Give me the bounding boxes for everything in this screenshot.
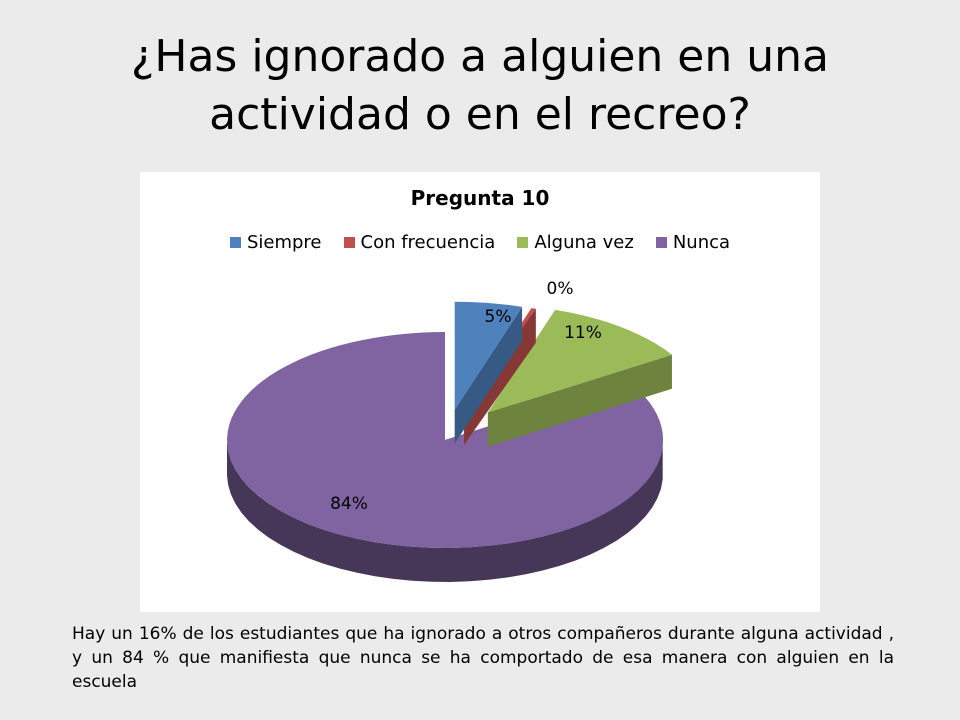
- chart-legend: Siempre Con frecuencia Alguna vez Nunca: [140, 232, 820, 253]
- slide-title: ¿Has ignorado a alguien en una actividad…: [131, 31, 829, 140]
- data-label-siempre: 5%: [485, 307, 512, 327]
- pie-slice-siempre: [454, 301, 523, 444]
- legend-swatch-nunca: [655, 237, 667, 248]
- pie-top-alguna-vez: [487, 309, 672, 413]
- pie-wall-siempre-1: [454, 306, 523, 444]
- data-label-nunca: 84%: [330, 494, 368, 514]
- legend-swatch-con-frecuencia: [343, 237, 355, 248]
- chart-area: Pregunta 10 Siempre Con frecuencia Algun…: [140, 172, 820, 612]
- legend-label-alguna-vez: Alguna vez: [534, 232, 634, 253]
- legend-label-con-frecuencia: Con frecuencia: [360, 232, 496, 253]
- legend-item-con-frecuencia: Con frecuencia: [343, 232, 496, 253]
- data-label-alguna-vez: 11%: [564, 323, 602, 343]
- data-label-con-frecuencia: 0%: [547, 279, 574, 299]
- pie-side-nunca: [227, 441, 663, 582]
- chart-title: Pregunta 10: [410, 186, 550, 210]
- pie-slice-alguna-vez: [487, 309, 672, 447]
- legend-item-siempre: Siempre: [229, 232, 322, 253]
- legend-label-nunca: Nunca: [672, 232, 731, 253]
- legend-item-alguna-vez: Alguna vez: [517, 232, 634, 253]
- legend-item-nunca: Nunca: [655, 232, 731, 253]
- slide-caption: Hay un 16% de los estudiantes que ha ign…: [72, 624, 894, 692]
- legend-swatch-siempre: [229, 237, 241, 248]
- legend-label-siempre: Siempre: [246, 232, 322, 253]
- pie-top-siempre: [454, 301, 523, 410]
- pie-wall-alguna-vez-1: [487, 354, 672, 447]
- pie-top-nunca: [227, 332, 664, 548]
- pie-chart: 5% 0% 11% 84%: [227, 279, 672, 582]
- legend-swatch-alguna-vez: [517, 237, 529, 248]
